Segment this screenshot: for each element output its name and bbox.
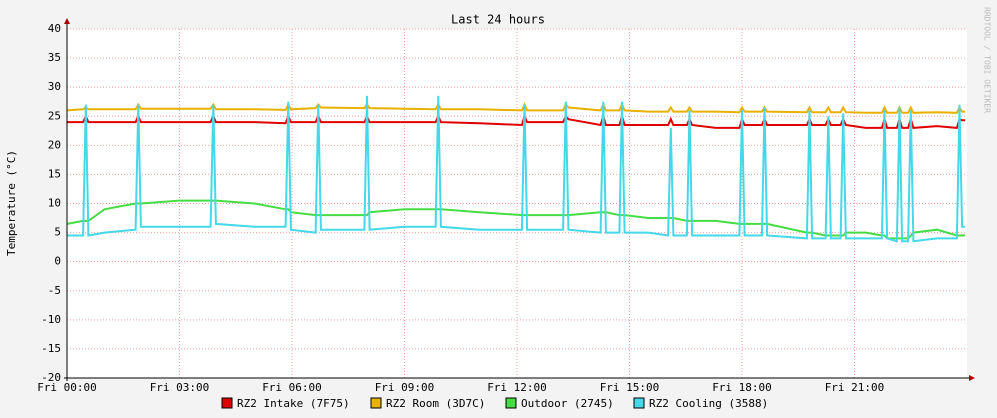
y-tick-label: -15 <box>41 342 61 355</box>
y-tick-label: 40 <box>48 22 61 35</box>
y-tick-label: 25 <box>48 109 61 122</box>
x-tick-label: Fri 18:00 <box>712 381 772 394</box>
y-tick-label: 15 <box>48 167 61 180</box>
legend-swatch <box>370 397 382 409</box>
legend-swatch <box>505 397 517 409</box>
y-tick-label: 35 <box>48 51 61 64</box>
chart-title: Last 24 hours <box>451 13 545 27</box>
y-tick-label: 10 <box>48 197 61 210</box>
x-tick-label: Fri 15:00 <box>600 381 660 394</box>
series-line <box>67 112 966 129</box>
y-tick-label: -20 <box>41 371 61 384</box>
x-tick-label: Fri 12:00 <box>487 381 547 394</box>
y-tick-label: -10 <box>41 313 61 326</box>
x-tick-label: Fri 21:00 <box>825 381 885 394</box>
y-tick-label: 0 <box>54 255 61 268</box>
series-line <box>67 95 966 243</box>
y-tick-label: 20 <box>48 138 61 151</box>
x-arrow <box>969 375 975 381</box>
legend-label: Outdoor (2745) <box>521 397 614 410</box>
x-tick-label: Fri 09:00 <box>375 381 435 394</box>
legend: RZ2 Intake (7F75) RZ2 Room (3D7C) Outdoor … <box>221 397 768 410</box>
legend-label: RZ2 Cooling (3588) <box>649 397 768 410</box>
grid: -20 -15 -10 -5 0 5 10 15 20 25 30 35 40 Fri 00:00 Fri … <box>37 22 967 394</box>
y-tick-label: 5 <box>54 226 61 239</box>
lines <box>66 95 966 243</box>
series-line <box>66 102 966 114</box>
y-axis-label: Temperature (°C) <box>5 150 18 256</box>
legend-swatch <box>221 397 233 409</box>
legend-label: RZ2 Room (3D7C) <box>386 397 485 410</box>
y-tick-label: -5 <box>48 284 61 297</box>
legend-label: RZ2 Intake (7F75) <box>237 397 350 410</box>
y-arrow <box>64 18 70 24</box>
y-tick-label: 30 <box>48 80 61 93</box>
x-tick-label: Fri 03:00 <box>150 381 210 394</box>
x-tick-label: Fri 06:00 <box>262 381 322 394</box>
x-tick-label: Fri 00:00 <box>37 381 97 394</box>
legend-swatch <box>633 397 645 409</box>
side-label: RRDTOOL / TOBI OETIKER <box>983 7 992 113</box>
